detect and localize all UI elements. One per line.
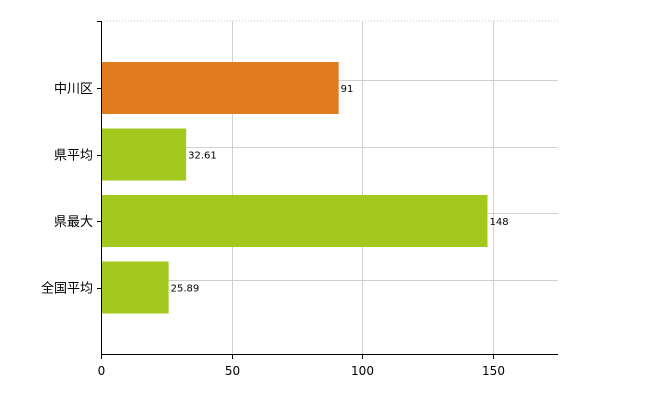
x-tick-label: 50 bbox=[225, 364, 240, 378]
data-label: 91 bbox=[341, 84, 354, 95]
bar-1 bbox=[101, 62, 339, 114]
x-tick-label: 0 bbox=[98, 364, 106, 378]
data-label: 32.61 bbox=[188, 151, 217, 162]
bar-2 bbox=[101, 128, 187, 181]
bar-4 bbox=[101, 261, 169, 314]
x-tick-label: 100 bbox=[351, 364, 374, 378]
data-label: 148 bbox=[489, 217, 508, 228]
bars-layer bbox=[101, 62, 488, 314]
bar-3 bbox=[101, 195, 488, 247]
x-tick-label: 150 bbox=[482, 364, 505, 378]
y-tick-label: 県最大 bbox=[54, 215, 93, 230]
axes-layer bbox=[97, 21, 558, 359]
y-tick-label: 県平均 bbox=[54, 149, 93, 164]
y-tick-label: 全国平均 bbox=[41, 281, 93, 297]
data-label: 25.89 bbox=[171, 284, 200, 295]
y-tick-label: 中川区 bbox=[54, 82, 93, 97]
